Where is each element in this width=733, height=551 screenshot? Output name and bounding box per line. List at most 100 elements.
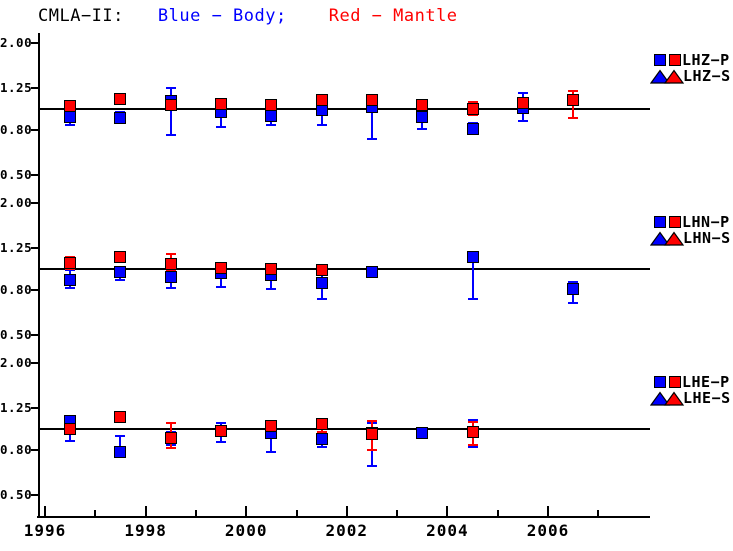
data-point-mantle-lhz — [365, 93, 378, 106]
y-tick — [31, 201, 38, 204]
y-tick — [31, 334, 38, 337]
error-bar-cap — [568, 281, 579, 284]
legend-label-lhn-p: LHN−P — [682, 213, 730, 231]
legend-row-lhn-s: LHN−S — [650, 230, 733, 246]
y-tick-label: 0.50 — [0, 167, 33, 183]
data-point-mantle-lhz — [516, 97, 529, 110]
error-bar-cap — [266, 288, 277, 291]
data-point-body-lhn — [567, 283, 580, 296]
error-bar-cap — [316, 445, 327, 448]
data-point-body-lhn — [114, 265, 127, 278]
legend-label-lhz-s: LHZ−S — [683, 67, 731, 85]
data-point-body-lhe — [315, 433, 328, 446]
error-bar — [471, 253, 474, 300]
error-bar-cap — [366, 138, 377, 141]
y-tick — [31, 41, 38, 44]
error-bar-cap — [65, 440, 76, 443]
x-tick-label: 1998 — [124, 521, 167, 540]
reference-line-lhn — [40, 268, 650, 270]
error-bar-cap — [216, 125, 227, 128]
error-bar-cap — [517, 120, 528, 123]
legend-label-lhn-s: LHN−S — [683, 229, 731, 247]
y-tick-label: 1.25 — [0, 79, 33, 95]
legend-row-lhe-p: LHE−P — [650, 374, 733, 390]
data-point-mantle-lhz — [567, 93, 580, 106]
y-tick-label: 0.50 — [0, 487, 33, 503]
error-bar-cap — [467, 100, 478, 103]
x-minor-tick — [396, 510, 399, 516]
data-point-mantle-lhe — [114, 411, 127, 424]
data-point-body-lhz — [265, 109, 278, 122]
data-point-body-lhz — [466, 123, 479, 136]
error-bar-cap — [568, 302, 579, 305]
error-bar — [370, 95, 373, 140]
data-point-mantle-lhz — [466, 103, 479, 115]
data-point-mantle-lhz — [114, 93, 127, 106]
y-tick-label: 0.50 — [0, 327, 33, 343]
x-tick-label: 2006 — [526, 521, 570, 540]
body-square-icon — [654, 376, 666, 388]
reference-line-lhe — [40, 428, 650, 430]
mantle-square-icon — [669, 54, 681, 66]
y-tick-label: 0.80 — [0, 442, 33, 458]
y-tick-label: 2.00 — [0, 34, 33, 50]
y-tick-label: 1.25 — [0, 399, 33, 415]
error-bar-cap — [65, 256, 76, 259]
error-bar-cap — [266, 123, 277, 126]
y-tick — [31, 129, 38, 132]
legend-lhe: LHE−P LHE−S — [650, 374, 733, 406]
error-bar-cap — [115, 110, 126, 113]
x-major-tick — [44, 506, 46, 516]
error-bar-cap — [165, 252, 176, 255]
body-square-icon — [654, 54, 666, 66]
y-tick-label: 2.00 — [0, 354, 33, 370]
error-bar-cap — [115, 434, 126, 437]
x-tick-label: 2004 — [426, 521, 469, 540]
y-axis-line — [38, 33, 40, 518]
data-point-body-lhz — [64, 110, 77, 123]
x-minor-tick — [496, 510, 499, 516]
x-minor-tick — [295, 510, 298, 516]
x-major-tick — [345, 506, 348, 516]
error-bar-cap — [517, 92, 528, 95]
y-tick — [31, 494, 38, 497]
data-point-body-lhe — [114, 445, 127, 458]
x-minor-tick — [597, 510, 600, 516]
data-point-mantle-lhn — [114, 251, 127, 264]
error-bar-cap — [165, 134, 176, 137]
x-tick-label: 2000 — [224, 521, 268, 540]
chart-title-station-part: CMLA−II: — [38, 6, 124, 26]
data-point-mantle-lhn — [215, 262, 228, 275]
y-tick — [31, 86, 38, 89]
error-bar-cap — [316, 430, 327, 433]
error-bar-cap — [366, 449, 377, 452]
y-tick-label: 2.00 — [0, 194, 33, 210]
error-bar-cap — [165, 87, 176, 90]
error-bar-cap — [467, 418, 478, 421]
data-point-body-lhz — [416, 110, 429, 123]
data-point-body-lhn — [315, 277, 328, 290]
error-bar-cap — [467, 445, 478, 448]
legend-row-lhz-s: LHZ−S — [650, 68, 733, 84]
error-bar-cap — [165, 446, 176, 449]
legend-label-lhe-s: LHE−S — [683, 389, 731, 407]
data-point-mantle-lhn — [164, 258, 177, 271]
error-bar-cap — [266, 450, 277, 453]
error-bar-cap — [366, 419, 377, 422]
data-point-mantle-lhz — [64, 100, 77, 113]
data-point-mantle-lhe — [265, 420, 278, 433]
error-bar-cap — [568, 89, 579, 92]
x-major-tick — [245, 506, 248, 516]
x-minor-tick — [94, 510, 97, 516]
legend-lhn: LHN−P LHN−S — [650, 214, 733, 246]
x-major-tick — [547, 506, 549, 516]
y-tick — [31, 174, 38, 177]
data-point-mantle-lhz — [164, 99, 177, 112]
data-point-body-lhn — [164, 270, 177, 283]
error-bar-cap — [467, 420, 478, 423]
data-point-mantle-lhe — [466, 425, 479, 438]
x-major-tick — [144, 506, 147, 516]
y-tick — [31, 449, 38, 452]
data-point-mantle-lhn — [315, 263, 328, 276]
error-bar — [169, 88, 172, 136]
